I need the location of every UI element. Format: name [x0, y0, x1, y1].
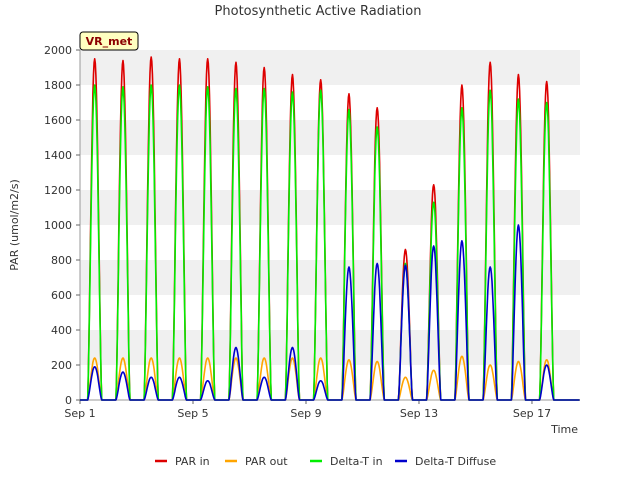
y-tick-label: 600: [51, 289, 72, 302]
x-tick-label: Sep 1: [64, 407, 95, 420]
legend-label-par-out: PAR out: [245, 455, 288, 468]
series-lines: [79, 56, 580, 401]
grid-band: [80, 190, 580, 225]
x-tick-label: Sep 17: [513, 407, 551, 420]
y-tick-label: 1400: [44, 149, 72, 162]
grid-bands: [80, 50, 580, 400]
grid-band: [80, 50, 580, 85]
y-tick-label: 800: [51, 254, 72, 267]
site-tag-label: VR_met: [86, 35, 133, 48]
y-tick-label: 1600: [44, 114, 72, 127]
x-tick-label: Sep 9: [290, 407, 321, 420]
grid-band: [80, 330, 580, 365]
y-tick-label: 1800: [44, 79, 72, 92]
legend: PAR in PAR out Delta-T in Delta-T Diffuse: [155, 455, 496, 468]
y-axis-label: PAR (umol/m2/s): [8, 179, 21, 271]
chart-title: Photosynthetic Active Radiation: [215, 4, 422, 19]
legend-label-delta-t-diffuse: Delta-T Diffuse: [415, 455, 496, 468]
y-tick-label: 200: [51, 359, 72, 372]
x-tick-label: Sep 13: [400, 407, 438, 420]
y-tick-label: 400: [51, 324, 72, 337]
y-tick-label: 2000: [44, 44, 72, 57]
series-line-delta-t-diffuse: [79, 224, 580, 401]
x-axis-label: Time: [550, 423, 578, 436]
legend-label-par-in: PAR in: [175, 455, 210, 468]
x-axis: Sep 1 Sep 5 Sep 9 Sep 13 Sep 17: [64, 399, 580, 420]
grid-band: [80, 260, 580, 295]
x-tick-label: Sep 5: [177, 407, 208, 420]
y-tick-label: 1200: [44, 184, 72, 197]
y-tick-label: 0: [65, 394, 72, 407]
grid-band: [80, 120, 580, 155]
y-axis: 0 200 400 600 800 1000 1200 1400 1600 1800 2000: [44, 44, 81, 407]
y-tick-label: 1000: [44, 219, 72, 232]
site-tag: VR_met: [79, 31, 139, 51]
legend-label-delta-t-in: Delta-T in: [330, 455, 383, 468]
